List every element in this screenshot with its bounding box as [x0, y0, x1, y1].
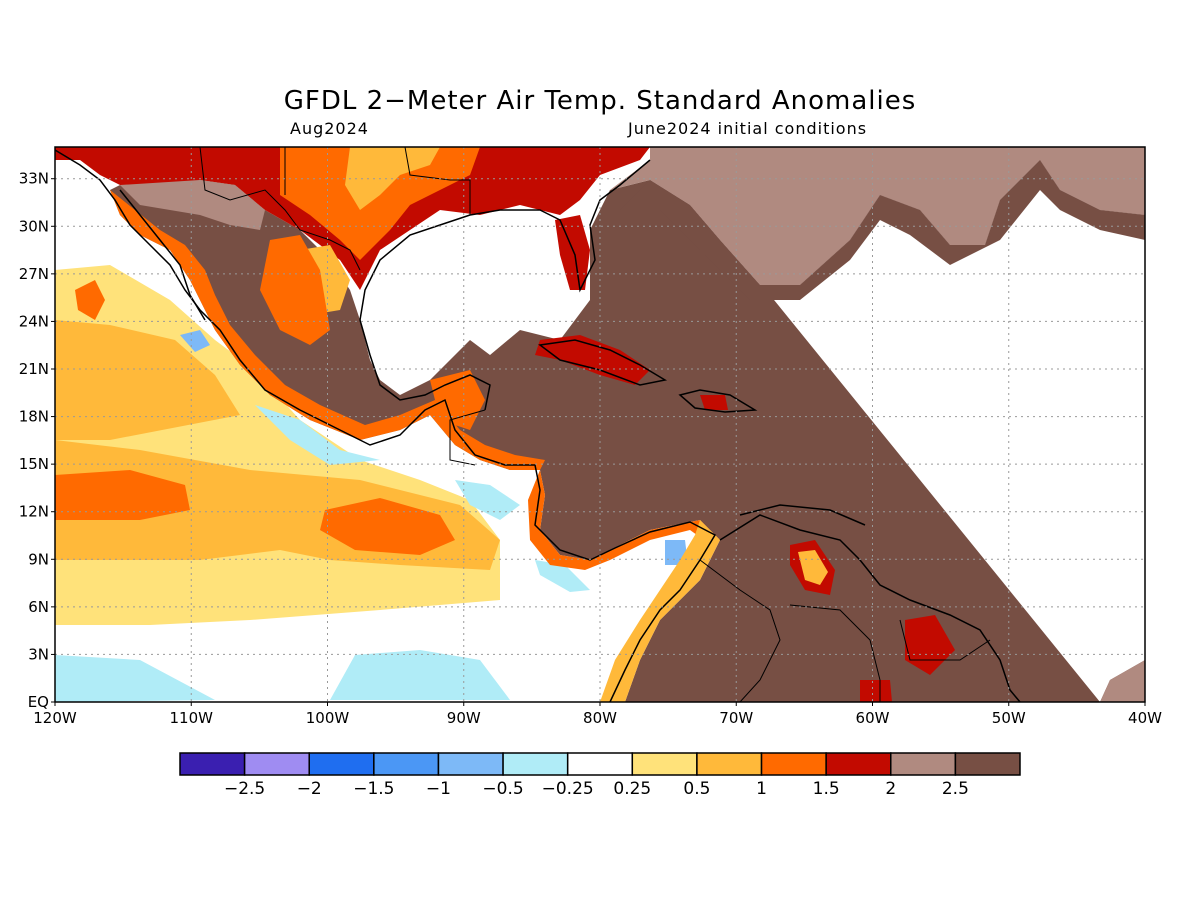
lon-label: 60W — [856, 709, 890, 727]
cool-patch-sw — [55, 655, 215, 702]
cool-patch-s — [330, 650, 510, 700]
colorbar-tick-label: 1 — [756, 779, 767, 799]
pacific-warm-north — [55, 320, 240, 440]
colorbar-segment — [308, 752, 375, 776]
colorbar-segment — [696, 752, 763, 776]
lat-label: 21N — [19, 360, 49, 378]
colorbar-tick-label: 1.5 — [813, 779, 840, 799]
lon-label: 100W — [306, 709, 350, 727]
colorbar-tick-label: −2 — [297, 779, 322, 799]
coastal-warm-ring — [110, 190, 545, 470]
lon-label: 120W — [33, 709, 77, 727]
lon-label: 70W — [719, 709, 753, 727]
colorbar-segment — [890, 752, 957, 776]
cool-patch-panama — [535, 560, 590, 592]
us-warm-region — [280, 147, 480, 260]
lat-label: EQ — [28, 693, 49, 711]
lat-label: 33N — [19, 170, 49, 188]
colorbar-segment — [437, 752, 504, 776]
venezuela-warm-core — [798, 550, 828, 585]
colorbar — [179, 752, 1021, 776]
hispaniola-hot — [700, 395, 728, 410]
cool-spot-baja — [180, 330, 210, 352]
colorbar-labels: −2.5 −2 −1.5 −1 −0.5 −0.25 0.25 0.5 1 1.5 2 2.5 — [224, 779, 969, 799]
baja-anomaly — [120, 180, 265, 230]
lat-label: 27N — [19, 265, 49, 283]
colorbar-segment — [373, 752, 440, 776]
cool-patch-gulf — [455, 480, 520, 520]
isthmus-warm-ring — [528, 470, 720, 570]
atlantic-se-band — [1100, 660, 1145, 702]
lat-label: 15N — [19, 455, 49, 473]
colorbar-segment — [243, 752, 310, 776]
atlantic-hot-band — [620, 160, 1145, 300]
latitude-labels: EQ 3N 6N 9N 12N 15N 18N 21N 24N 27N 30N 33N — [19, 170, 55, 711]
pacific-hot-center — [320, 498, 455, 555]
lon-label: 110W — [170, 709, 214, 727]
colorbar-tick-label: 0.25 — [613, 779, 651, 799]
colorbar-tick-label: −0.5 — [482, 779, 523, 799]
florida-hot — [555, 215, 590, 290]
brazil-hot — [860, 680, 892, 702]
map-field — [55, 147, 1145, 702]
coastlines — [55, 149, 1021, 702]
forecast-month: Aug2024 — [290, 119, 369, 138]
colorbar-tick-label: −2.5 — [224, 779, 265, 799]
lat-label: 30N — [19, 217, 49, 235]
colorbar-segment — [502, 752, 569, 776]
lon-label: 80W — [583, 709, 617, 727]
gridlines — [55, 147, 1145, 702]
lat-label: 12N — [19, 503, 49, 521]
land-hot-region — [110, 147, 1145, 702]
colorbar-tick-label: 0.5 — [683, 779, 710, 799]
pacific-hot-west — [55, 470, 190, 520]
colorbar-segment — [825, 752, 892, 776]
colorbar-tick-label: 2.5 — [942, 779, 969, 799]
chart-title: GFDL 2−Meter Air Temp. Standard Anomalie… — [283, 86, 917, 116]
colorbar-tick-label: −1 — [426, 779, 451, 799]
lon-label: 90W — [447, 709, 481, 727]
colorbar-tick-label: −0.25 — [542, 779, 594, 799]
lat-label: 18N — [19, 408, 49, 426]
atlantic-anomaly-band — [610, 147, 1145, 285]
colorbar-tick-label: −1.5 — [353, 779, 394, 799]
colorbar-segment — [566, 752, 634, 776]
colorbar-segment — [631, 752, 698, 776]
cool-patch-coast — [255, 405, 380, 465]
pacific-hot-spot — [75, 280, 105, 320]
borders — [199, 147, 991, 702]
lon-label: 40W — [1128, 709, 1162, 727]
mexico-warm-area — [260, 235, 330, 345]
initial-conditions: June2024 initial conditions — [628, 119, 868, 138]
lat-label: 3N — [28, 645, 49, 663]
longitude-labels: 120W 110W 100W 90W 80W 70W 60W 50W 40W — [33, 702, 1162, 727]
lon-label: 50W — [992, 709, 1026, 727]
colorbar-tick-label: 2 — [885, 779, 896, 799]
lat-label: 6N — [28, 598, 49, 616]
colorbar-segment — [179, 752, 246, 776]
colorbar-segment — [954, 752, 1021, 776]
lat-label: 24N — [19, 312, 49, 330]
lat-label: 9N — [28, 550, 49, 568]
colorbar-segment — [760, 752, 827, 776]
cuba-hot — [535, 335, 650, 385]
